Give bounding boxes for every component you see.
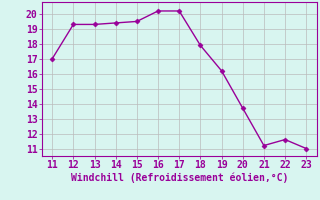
X-axis label: Windchill (Refroidissement éolien,°C): Windchill (Refroidissement éolien,°C) (70, 173, 288, 183)
